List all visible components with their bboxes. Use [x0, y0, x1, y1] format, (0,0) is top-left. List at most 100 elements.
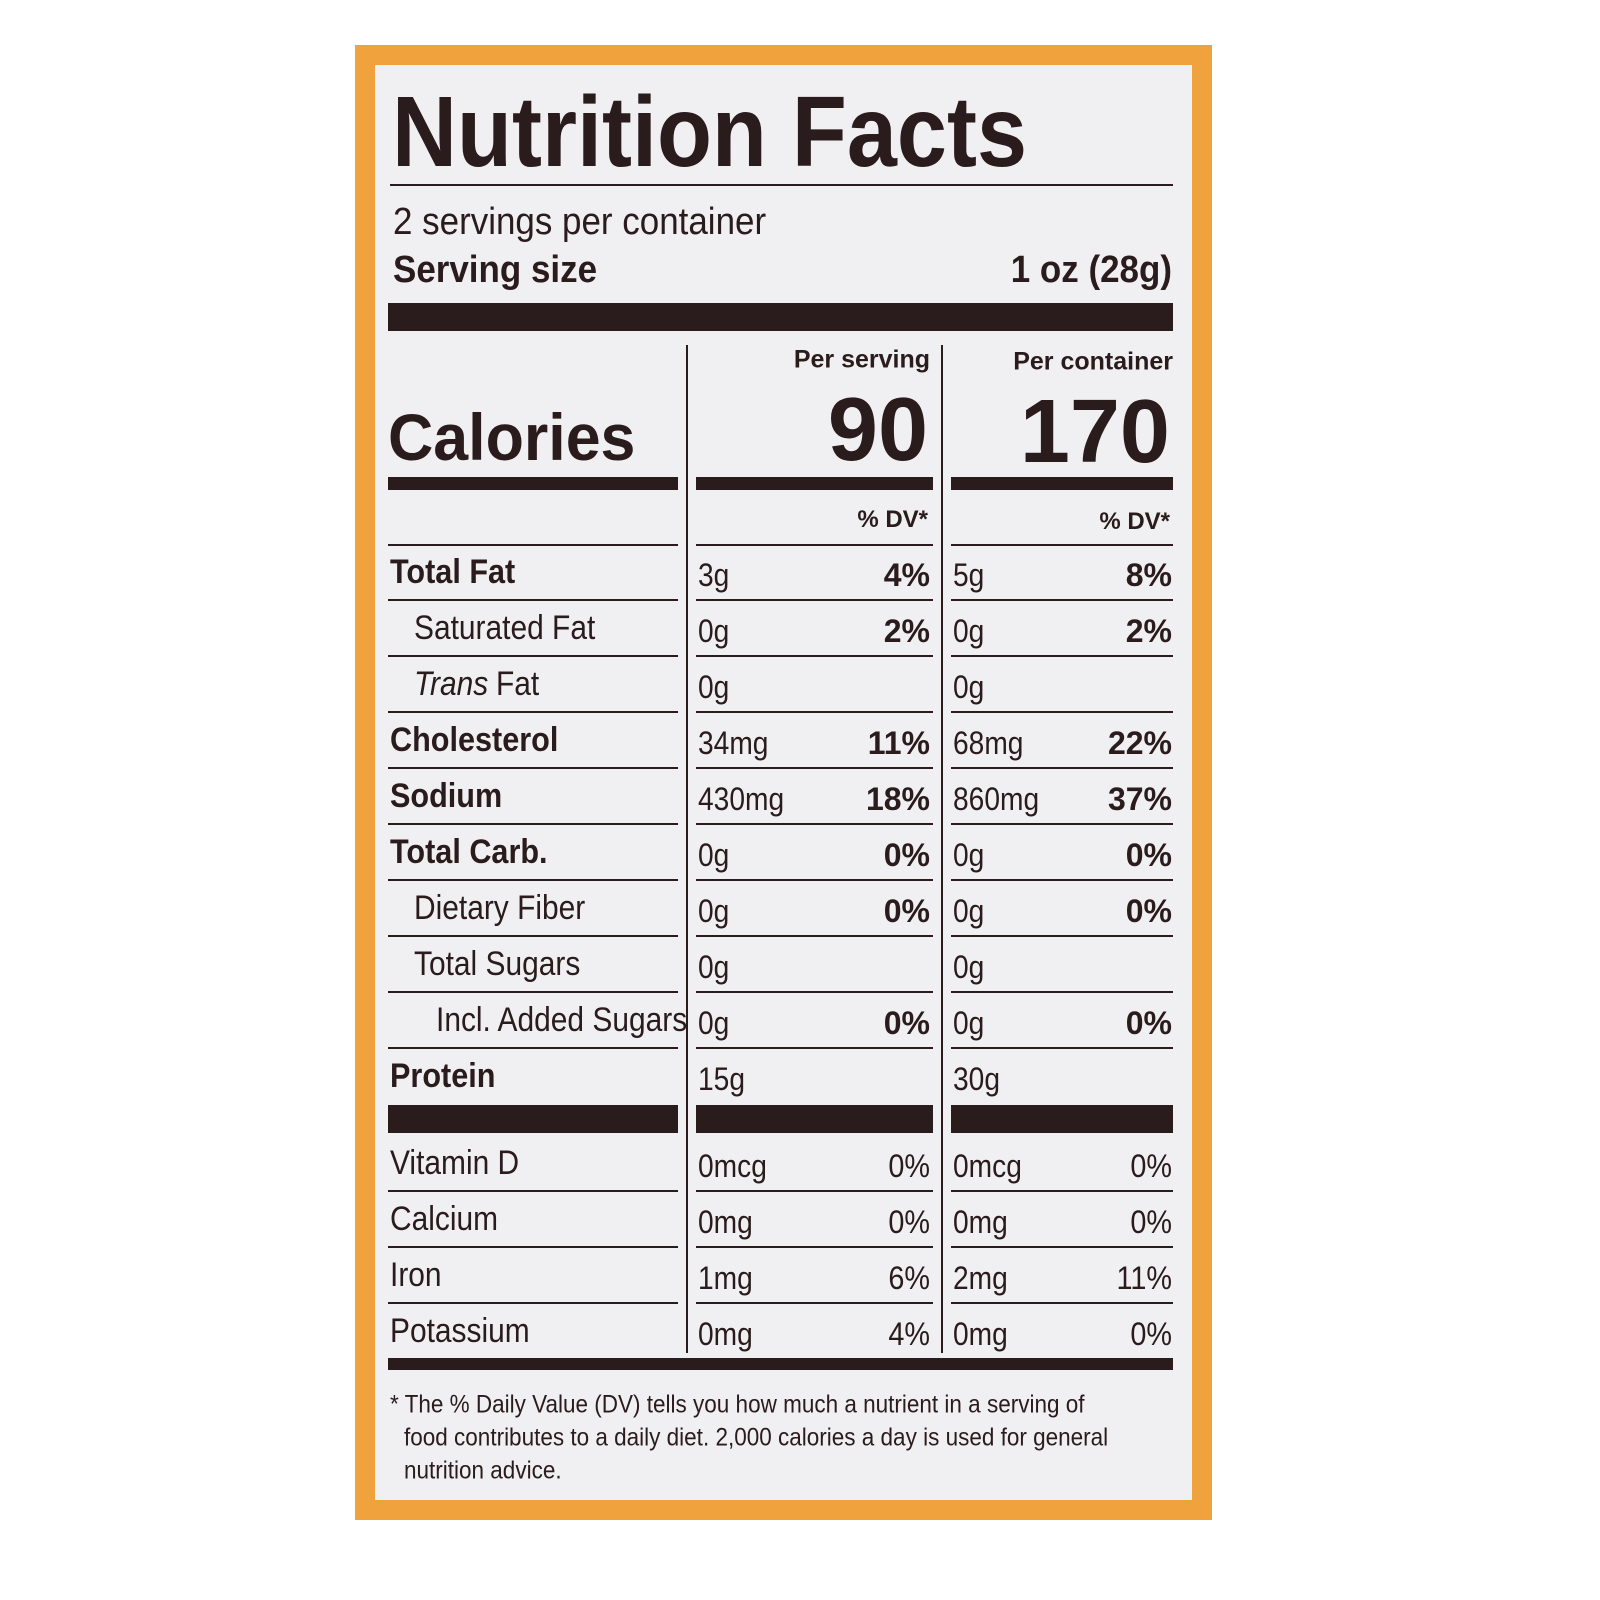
footnote: food contributes to a daily diet. 2,000 …	[404, 1423, 1109, 1452]
vitamin-name: Iron	[390, 1256, 442, 1294]
footnote: * The % Daily Value (DV) tells you how m…	[390, 1390, 1085, 1419]
amount: 0g	[698, 613, 730, 649]
rule	[388, 1190, 678, 1192]
nutrient-name: Saturated Fat	[414, 609, 596, 647]
amount: 0mg	[698, 1316, 753, 1352]
rule	[388, 544, 678, 546]
rule	[951, 991, 1173, 993]
vitamin-name: Calcium	[390, 1200, 499, 1238]
nutrient-name: Incl. Added Sugars	[436, 1001, 688, 1039]
nutrient-name: Total Sugars	[414, 945, 581, 983]
serving-size-label: Serving size	[393, 249, 598, 291]
daily-value: 11%	[1116, 1260, 1172, 1296]
daily-value: 6%	[888, 1260, 930, 1296]
column-header: Per container	[1013, 347, 1173, 376]
daily-value: 0%	[1125, 837, 1172, 873]
daily-value: 11%	[867, 725, 930, 761]
rule	[951, 935, 1173, 937]
amount: 5g	[953, 557, 985, 593]
rule	[951, 655, 1173, 657]
rule	[951, 599, 1173, 601]
thick-bar	[388, 1105, 678, 1133]
rule	[390, 184, 1173, 186]
rule	[696, 823, 933, 825]
rule	[696, 655, 933, 657]
nutrient-name: Sodium	[390, 777, 503, 815]
rule	[388, 1246, 678, 1248]
rule	[696, 711, 933, 713]
amount: 0g	[953, 1005, 985, 1041]
amount: 0mg	[698, 1204, 753, 1240]
daily-value: 0%	[883, 837, 930, 873]
amount: 0g	[953, 669, 985, 705]
daily-value: 0%	[1130, 1316, 1172, 1352]
rule	[388, 823, 678, 825]
daily-value: 37%	[1107, 781, 1172, 817]
nutrient-name: Total Carb.	[390, 833, 548, 871]
rule	[388, 1047, 678, 1049]
daily-value: 0%	[1125, 893, 1172, 929]
daily-value: 0%	[1130, 1204, 1172, 1240]
vitamin-name: Vitamin D	[390, 1144, 520, 1182]
rule	[388, 1302, 678, 1304]
rule	[951, 767, 1173, 769]
amount: 860mg	[953, 781, 1040, 817]
serving-size-value: 1 oz (28g)	[1010, 249, 1172, 291]
amount: 0mg	[953, 1316, 1008, 1352]
daily-value: 2%	[1125, 613, 1172, 649]
rule	[696, 991, 933, 993]
daily-value: 0%	[888, 1204, 930, 1240]
rule	[696, 935, 933, 937]
dv-header: % DV*	[1099, 508, 1170, 535]
rule	[388, 991, 678, 993]
title: Nutrition Facts	[392, 76, 1028, 188]
amount: 0g	[698, 893, 730, 929]
column-header: Per serving	[793, 345, 930, 374]
rule	[696, 599, 933, 601]
nutrient-name: Total Fat	[390, 553, 516, 591]
thick-bar	[951, 1105, 1173, 1133]
rule	[951, 823, 1173, 825]
amount: 30g	[953, 1061, 1000, 1097]
footnote: nutrition advice.	[404, 1456, 562, 1485]
vitamin-name: Potassium	[390, 1312, 530, 1350]
amount: 430mg	[698, 781, 785, 817]
amount: 68mg	[953, 725, 1024, 761]
amount: 0g	[953, 949, 985, 985]
nutrient-name: Protein	[390, 1057, 496, 1095]
daily-value: 0%	[883, 1005, 930, 1041]
rule	[951, 544, 1173, 546]
amount: 0g	[953, 613, 985, 649]
rule	[696, 1047, 933, 1049]
calories-label: Calories	[388, 400, 636, 474]
rule	[951, 1047, 1173, 1049]
amount: 0g	[698, 949, 730, 985]
rule	[696, 767, 933, 769]
rule	[388, 767, 678, 769]
amount: 1mg	[698, 1260, 753, 1296]
thick-bar	[388, 303, 1173, 331]
rule	[388, 655, 678, 657]
medium-bar	[388, 477, 678, 490]
rule	[951, 1302, 1173, 1304]
amount: 3g	[698, 557, 730, 593]
daily-value: 22%	[1107, 725, 1172, 761]
thick-bar	[388, 1358, 1173, 1370]
daily-value: 8%	[1125, 557, 1172, 593]
rule	[696, 1302, 933, 1304]
rule	[388, 935, 678, 937]
daily-value: 4%	[883, 557, 930, 593]
rule	[951, 1246, 1173, 1248]
nutrient-name: Trans	[414, 665, 489, 703]
rule	[388, 711, 678, 713]
column-divider	[941, 345, 943, 1353]
amount: 0g	[953, 893, 985, 929]
rule	[388, 879, 678, 881]
rule	[951, 1190, 1173, 1192]
daily-value: 0%	[883, 893, 930, 929]
amount: 0g	[953, 837, 985, 873]
calories-value: 90	[827, 380, 928, 480]
medium-bar	[951, 477, 1173, 490]
rule	[951, 711, 1173, 713]
